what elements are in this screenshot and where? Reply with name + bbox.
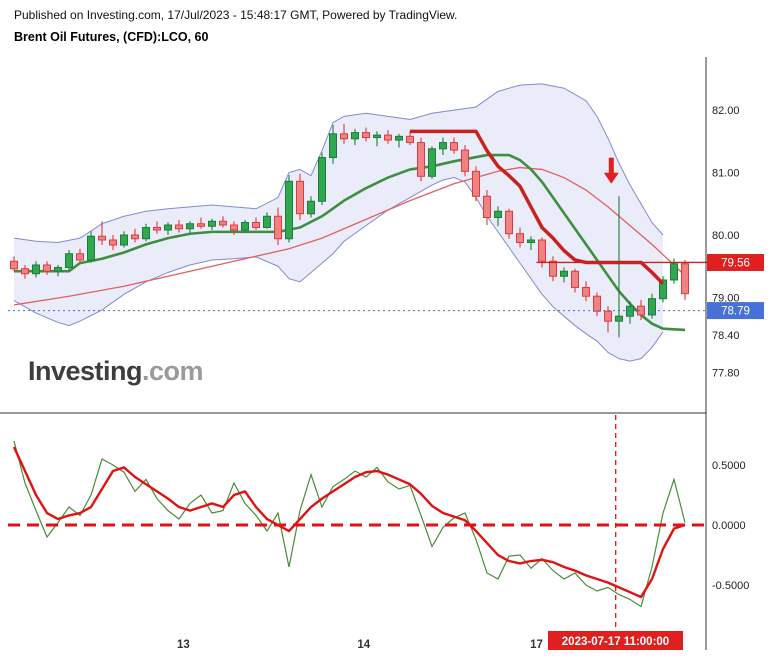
candle-body bbox=[373, 134, 381, 139]
candle-body bbox=[274, 215, 282, 240]
candle-body bbox=[252, 222, 260, 229]
timestamp-badge bbox=[548, 631, 683, 650]
candle-body bbox=[659, 279, 667, 300]
candle-body bbox=[516, 233, 524, 243]
candle-body bbox=[681, 263, 689, 295]
candle-body bbox=[32, 264, 40, 275]
price-tick-label: 80.00 bbox=[712, 230, 740, 242]
price-tick-label: 82.00 bbox=[712, 105, 740, 117]
candle-body bbox=[329, 133, 337, 159]
candle-body bbox=[318, 157, 326, 202]
candles bbox=[10, 123, 689, 338]
candle-body bbox=[428, 148, 436, 177]
oscillator-red-line bbox=[12, 446, 686, 599]
candle-body bbox=[65, 253, 73, 268]
investing-watermark: Investing.com bbox=[28, 356, 204, 387]
candle-body bbox=[527, 239, 535, 243]
published-line: Published on Investing.com, 17/Jul/2023 … bbox=[14, 8, 458, 22]
candle-body bbox=[307, 200, 315, 215]
chart-title: Brent Oil Futures, (CFD):LCO, 60 bbox=[14, 30, 209, 44]
timestamp-badge-text: 2023-07-17 11:00:00 bbox=[562, 636, 669, 648]
candle-body bbox=[461, 149, 469, 172]
candle-body bbox=[604, 310, 612, 322]
date-tick-label: 17 bbox=[530, 639, 543, 651]
axes: 82.00 81.00 80.00 79.00 78.40 77.80 0.5000 0.00… bbox=[0, 57, 749, 651]
oscillator-tick-label: -0.5000 bbox=[712, 580, 749, 592]
candle-body bbox=[54, 266, 62, 272]
price-tick-label: 77.80 bbox=[712, 367, 740, 379]
ma-green-line bbox=[14, 153, 686, 332]
candle-body bbox=[626, 305, 634, 317]
price-badges: 79.56 78.79 bbox=[707, 253, 764, 320]
candle-body bbox=[230, 224, 238, 231]
candle-body bbox=[582, 286, 590, 297]
candle-body bbox=[263, 215, 271, 229]
candle-body bbox=[549, 260, 557, 277]
candle-body bbox=[219, 220, 227, 226]
watermark-bold: Investing bbox=[28, 356, 143, 386]
level-price-badge bbox=[707, 253, 764, 271]
price-tick-label: 81.00 bbox=[712, 168, 740, 180]
candle-body bbox=[450, 142, 458, 151]
candle-body bbox=[197, 223, 205, 227]
candle-body bbox=[285, 180, 293, 240]
candle-body bbox=[483, 195, 491, 219]
date-tick-label: 14 bbox=[357, 639, 370, 651]
oscillator-pane bbox=[8, 415, 706, 630]
candle-body bbox=[296, 180, 304, 215]
candle-body bbox=[109, 239, 117, 246]
candle-body bbox=[472, 170, 480, 197]
current-price-badge bbox=[707, 302, 764, 320]
price-tick-label: 78.40 bbox=[712, 330, 740, 342]
band-fill bbox=[14, 83, 663, 362]
candle-body bbox=[98, 235, 106, 241]
candle-body bbox=[76, 253, 84, 261]
candle-body bbox=[439, 142, 447, 150]
candle-body bbox=[648, 298, 656, 316]
signal-thick-red-line bbox=[410, 129, 665, 285]
price-tick-label: 79.00 bbox=[712, 292, 740, 304]
oscillator-green-line bbox=[13, 440, 686, 608]
candle-body bbox=[538, 239, 546, 262]
candle-body bbox=[142, 227, 150, 240]
candle-body bbox=[362, 132, 370, 139]
candle-body bbox=[615, 315, 623, 322]
candle-body bbox=[164, 224, 172, 231]
oscillator-tick-label: 0.5000 bbox=[712, 460, 746, 472]
candle-body bbox=[208, 220, 216, 227]
candle-body bbox=[494, 210, 502, 219]
candle-body bbox=[43, 264, 51, 272]
candle-body bbox=[351, 132, 359, 140]
candle-body bbox=[593, 295, 601, 312]
candle-body bbox=[241, 222, 249, 231]
candle-body bbox=[384, 134, 392, 141]
band-lower-line bbox=[13, 177, 664, 362]
candle-body bbox=[505, 210, 513, 235]
bollinger-band bbox=[13, 83, 664, 362]
candle-body bbox=[186, 223, 194, 230]
current-price-badge-text: 78.79 bbox=[721, 306, 750, 318]
candle-body bbox=[87, 235, 95, 261]
candle-body bbox=[153, 227, 161, 231]
candle-body bbox=[10, 260, 18, 270]
level-price-badge-text: 79.56 bbox=[721, 257, 750, 269]
candle-body bbox=[175, 224, 183, 230]
down-arrow-icon bbox=[603, 157, 619, 184]
candle-body bbox=[406, 135, 414, 144]
candle-body bbox=[417, 142, 425, 177]
candle-body bbox=[131, 234, 139, 240]
watermark-light: .com bbox=[142, 356, 204, 386]
date-tick-label: 13 bbox=[177, 639, 190, 651]
candle-body bbox=[21, 268, 29, 275]
candle-body bbox=[340, 133, 348, 140]
candle-body bbox=[670, 263, 678, 281]
candle-body bbox=[120, 234, 128, 246]
oscillator-tick-label: 0.0000 bbox=[712, 520, 746, 532]
band-upper-line bbox=[13, 83, 664, 243]
candle-body bbox=[560, 270, 568, 277]
candle-body bbox=[395, 135, 403, 141]
candle-body bbox=[571, 270, 579, 288]
